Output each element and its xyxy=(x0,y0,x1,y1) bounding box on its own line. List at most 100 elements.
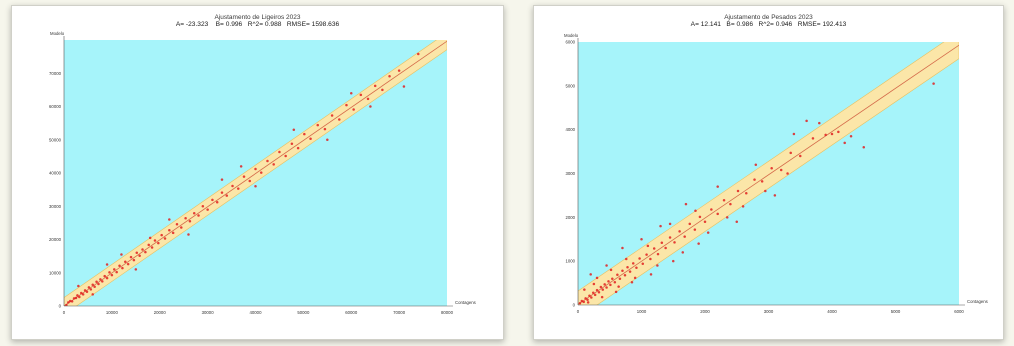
data-point xyxy=(694,209,697,213)
data-point xyxy=(617,285,620,288)
data-point xyxy=(703,220,707,223)
data-point xyxy=(350,91,353,95)
scatter-plot-pesados: 0 1000 2000 3000 4000 5000 6000 0 1000 2000 3000 40… xyxy=(564,33,988,314)
data-point xyxy=(259,171,263,174)
data-point xyxy=(638,257,641,260)
data-point xyxy=(607,280,610,283)
data-point xyxy=(147,243,150,247)
data-point xyxy=(811,137,815,140)
data-point xyxy=(239,165,243,168)
data-point xyxy=(641,262,645,266)
data-point xyxy=(613,280,617,284)
fit-group xyxy=(578,42,959,305)
scatter-plot-ligeiros: 0 10000 20000 30000 40000 50000 60000 70000 8000… xyxy=(49,31,476,315)
data-point xyxy=(141,248,144,251)
x-tick-label: 70000 xyxy=(393,310,406,315)
data-point xyxy=(818,121,821,125)
data-point xyxy=(716,212,719,216)
chart-stats: A= 12.141 B= 0.986 R^2= 0.946 RMSE= 192.… xyxy=(534,21,1003,29)
stat-rmse: RMSE= 192.413 xyxy=(797,21,847,28)
data-point xyxy=(237,187,240,190)
x-tick-label: 80000 xyxy=(441,310,454,315)
x-tick-label: 30000 xyxy=(202,310,215,315)
data-point xyxy=(673,241,676,244)
data-point xyxy=(595,276,599,280)
data-point xyxy=(849,134,853,138)
data-point xyxy=(805,119,808,123)
data-point xyxy=(215,201,219,204)
data-point xyxy=(580,299,584,303)
y-tick-label: 50000 xyxy=(49,137,62,142)
data-point xyxy=(70,300,74,303)
data-point xyxy=(616,273,619,277)
data-point xyxy=(799,154,802,158)
data-point xyxy=(168,228,171,232)
data-point xyxy=(303,132,306,136)
data-point xyxy=(120,253,123,256)
data-point xyxy=(656,264,659,267)
data-point xyxy=(78,295,81,299)
fit-line xyxy=(578,44,959,305)
y-tick-label: 0 xyxy=(573,303,576,308)
chart-title: Ajustamento de Pesados 2023 xyxy=(724,14,813,21)
x-tick-label: 6000 xyxy=(954,309,964,314)
data-point xyxy=(309,137,312,141)
data-point xyxy=(656,252,660,256)
data-point xyxy=(352,108,355,111)
data-point xyxy=(668,222,672,226)
data-point xyxy=(630,280,634,284)
x-tick-label: 20000 xyxy=(154,310,167,315)
stat-b: B= 0.996 xyxy=(215,21,243,28)
x-tick-label: 10000 xyxy=(106,310,119,315)
data-point xyxy=(591,291,595,294)
data-point xyxy=(586,301,590,304)
data-point xyxy=(97,282,100,286)
data-point xyxy=(296,146,300,150)
data-point xyxy=(121,266,124,270)
data-point xyxy=(626,266,629,269)
data-point xyxy=(248,179,252,183)
data-point xyxy=(192,211,196,215)
y-tick-label: 0 xyxy=(59,304,62,309)
data-point xyxy=(693,228,697,231)
y-tick-label: 20000 xyxy=(49,237,62,242)
data-point xyxy=(735,220,738,223)
data-point xyxy=(635,266,638,269)
data-point xyxy=(153,239,157,242)
stat-r2: R^2= 0.988 xyxy=(247,21,282,28)
data-point xyxy=(586,298,589,301)
y-tick-label: 30000 xyxy=(49,204,62,209)
x-axis-label: Contagens xyxy=(455,300,476,305)
data-point xyxy=(595,288,599,292)
data-point xyxy=(65,303,68,306)
data-point xyxy=(770,166,773,170)
data-point xyxy=(601,288,605,291)
data-point xyxy=(590,296,593,299)
x-tick-label: 4000 xyxy=(827,309,837,314)
data-point xyxy=(74,296,78,300)
data-point xyxy=(779,168,783,172)
chart-panel-pesados: Ajustamento de Pesados 2023 A= 12.141 B=… xyxy=(533,5,1004,340)
data-point xyxy=(417,52,420,56)
data-point xyxy=(664,246,667,250)
data-point xyxy=(646,244,650,248)
data-point xyxy=(206,208,209,211)
y-tick-label: 5000 xyxy=(565,83,575,88)
data-point xyxy=(753,178,756,181)
data-point xyxy=(284,154,287,158)
y-tick-label: 2000 xyxy=(565,215,575,220)
data-point xyxy=(678,230,681,233)
data-point xyxy=(631,262,635,265)
data-point xyxy=(292,128,296,132)
x-tick-label: 2000 xyxy=(700,309,710,314)
data-point xyxy=(397,69,401,72)
data-point xyxy=(741,205,745,208)
y-axis-label: Modelo xyxy=(50,31,65,36)
data-point xyxy=(184,216,187,220)
data-point xyxy=(369,105,372,108)
data-point xyxy=(789,151,792,155)
data-point xyxy=(645,253,648,256)
data-point xyxy=(129,255,133,259)
data-point xyxy=(683,235,686,238)
data-point xyxy=(85,290,89,293)
